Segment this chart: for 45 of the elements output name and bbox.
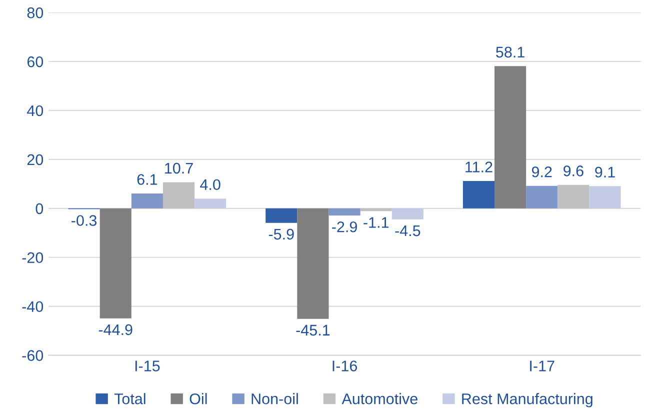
x-tick-label: I-15 (135, 360, 160, 372)
data-label: -2.9 (332, 221, 357, 232)
bar (297, 208, 329, 319)
legend-label: Oil (190, 393, 207, 404)
data-label: -4.5 (395, 226, 420, 236)
y-tick-label: 20 (27, 154, 44, 166)
data-label: -1.1 (364, 217, 389, 228)
data-label: 10.7 (165, 162, 193, 174)
y-tick-label: 40 (27, 105, 44, 116)
bar (131, 193, 163, 208)
y-tick-label: -60 (22, 350, 44, 361)
bar (558, 184, 590, 208)
x-tick-label: I-16 (332, 360, 358, 372)
bar (328, 208, 360, 216)
data-label: -44.9 (98, 324, 132, 336)
y-tick-label: 80 (27, 7, 44, 18)
data-label: 9.2 (532, 166, 552, 178)
bar (494, 66, 526, 208)
x-tick-label: I-17 (530, 360, 554, 372)
bar (266, 208, 298, 223)
legend-label: Total (114, 393, 146, 404)
y-tick-label: -20 (22, 252, 44, 264)
data-label: -0.3 (72, 215, 97, 226)
data-label: 4.0 (200, 179, 220, 190)
y-tick-label: 60 (27, 56, 44, 68)
data-label: 9.1 (595, 166, 615, 178)
legend-label: Rest Manufacturing (462, 393, 592, 408)
legend-label: Non-oil (252, 393, 298, 404)
bar (589, 186, 621, 208)
bar (462, 180, 494, 208)
data-label: 58.1 (496, 46, 524, 58)
bar (392, 208, 424, 220)
y-tick-label: 0 (36, 203, 44, 214)
y-tick-label: -40 (22, 301, 44, 312)
bar (360, 208, 392, 212)
data-label: 11.2 (466, 162, 492, 172)
data-label: -45.1 (296, 324, 330, 336)
bar (162, 182, 195, 208)
data-label: 9.6 (564, 166, 584, 176)
bar (100, 208, 132, 318)
legend-label: Automotive (342, 393, 418, 404)
data-label: -5.9 (268, 228, 294, 240)
data-label: 6.1 (137, 174, 158, 185)
bar (194, 198, 226, 208)
bar (526, 186, 558, 208)
